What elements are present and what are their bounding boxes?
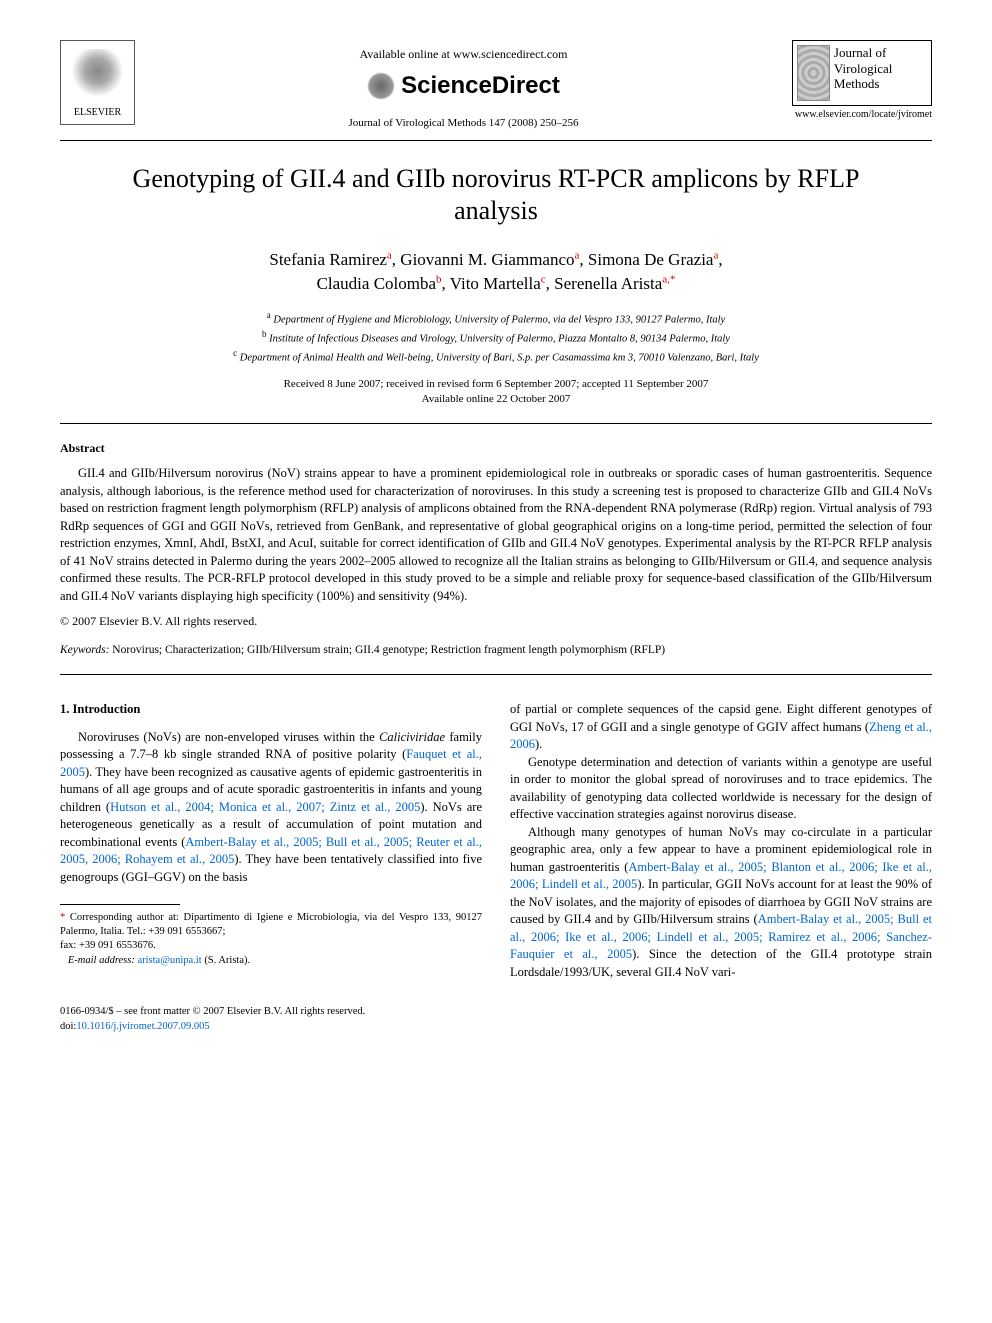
author-name: Vito Martella [450,274,541,293]
affiliation: b Institute of Infectious Diseases and V… [60,328,932,347]
author: Claudia Colombab [317,274,442,293]
abstract-heading: Abstract [60,440,932,457]
author-affil-sup: b [436,274,442,286]
author: Giovanni M. Giammancoa [400,250,579,269]
author: Serenella Aristaa,* [554,274,675,293]
doi-link[interactable]: 10.1016/j.jviromet.2007.09.005 [76,1021,209,1032]
sciencedirect-swirl-icon [367,72,395,100]
intro-paragraph: Noroviruses (NoVs) are non-enveloped vir… [60,729,482,887]
keywords-text: Norovirus; Characterization; GIIb/Hilver… [112,644,665,656]
author-affil-sup: a [575,249,580,261]
affil-sup: a [267,310,271,320]
available-online-date: Available online 22 October 2007 [60,392,932,407]
publisher-name: ELSEVIER [74,106,121,120]
rule-above-abstract [60,423,932,424]
footnote-fax: fax: +39 091 6553676. [60,940,156,951]
copyright-line: © 2007 Elsevier B.V. All rights reserved… [60,613,932,630]
header-center: Available online at www.sciencedirect.co… [135,40,792,132]
journal-cover-icon [797,45,830,101]
sciencedirect-text: ScienceDirect [401,69,560,103]
author-name: Giovanni M. Giammanco [400,250,574,269]
body-paragraph: Genotype determination and detection of … [510,754,932,824]
footnote-email-who: (S. Arista). [204,955,250,966]
body-paragraph: Although many genotypes of human NoVs ma… [510,824,932,982]
affiliation-list: a Department of Hygiene and Microbiology… [60,309,932,367]
body-columns: 1. Introduction Noroviruses (NoVs) are n… [60,701,932,981]
rule-below-keywords [60,674,932,675]
author-list: Stefania Ramirez a, Giovanni M. Giammanco… [60,248,932,297]
page-footer: 0166-0934/$ – see front matter © 2007 El… [60,1005,932,1034]
email-link[interactable]: arista@unipa.it [137,955,201,966]
affil-sup: b [262,329,267,339]
doi-label: doi: [60,1021,76,1032]
author: Stefania Ramireza [269,250,391,269]
column-right: of partial or complete sequences of the … [510,701,932,981]
author-affil-sup: a [387,249,392,261]
author-name: Stefania Ramirez [269,250,387,269]
article-title: Genotyping of GII.4 and GIIb norovirus R… [60,163,932,228]
elsevier-logo: ELSEVIER [60,40,135,125]
section-heading-intro: 1. Introduction [60,701,482,719]
affil-text: Department of Animal Health and Well-bei… [240,353,759,364]
column-left: 1. Introduction Noroviruses (NoVs) are n… [60,701,482,981]
body-paragraph: of partial or complete sequences of the … [510,701,932,754]
elsevier-tree-icon [70,49,125,104]
journal-reference: Journal of Virological Methods 147 (2008… [135,116,792,131]
journal-box-title: Journal of Virological Methods [834,45,927,101]
affil-sup: c [233,348,237,358]
article-dates: Received 8 June 2007; received in revise… [60,377,932,408]
affil-text: Department of Hygiene and Microbiology, … [273,315,725,326]
journal-box-wrap: Journal of Virological Methods www.elsev… [792,40,932,122]
author-affil-sup: c [541,274,546,286]
author-affil-sup: a, [662,274,670,286]
abstract-text: GII.4 and GIIb/Hilversum norovirus (NoV)… [60,465,932,605]
keywords-label: Keywords: [60,644,109,656]
keywords-line: Keywords: Norovirus; Characterization; G… [60,642,932,658]
doi-line: doi:10.1016/j.jviromet.2007.09.005 [60,1020,932,1035]
rule-top [60,140,932,141]
corresponding-star-icon: * [670,274,676,286]
journal-url: www.elsevier.com/locate/jviromet [792,108,932,122]
affiliation: a Department of Hygiene and Microbiology… [60,309,932,328]
author-name: Simona De Grazia [588,250,714,269]
body-text: Noroviruses (NoVs) are non-enveloped vir… [78,730,379,744]
citation-link[interactable]: Hutson et al., 2004; Monica et al., 2007… [110,800,420,814]
author: Vito Martellac [450,274,546,293]
received-dates: Received 8 June 2007; received in revise… [60,377,932,392]
affiliation: c Department of Animal Health and Well-b… [60,347,932,366]
footnote-star-icon: * [60,912,65,923]
affil-text: Institute of Infectious Diseases and Vir… [269,334,730,345]
author-affil-sup: a [713,249,718,261]
abstract-body: GII.4 and GIIb/Hilversum norovirus (NoV)… [60,466,932,603]
author: Simona De Graziaa [588,250,718,269]
sciencedirect-logo: ScienceDirect [135,69,792,103]
body-text-italic: Caliciviridae [379,730,445,744]
footnote-text: Corresponding author at: Dipartimento di… [60,912,482,937]
article-header: ELSEVIER Available online at www.science… [60,40,932,132]
available-online-text: Available online at www.sciencedirect.co… [135,46,792,63]
journal-cover-box: Journal of Virological Methods [792,40,932,106]
body-text: ). [535,737,542,751]
author-name: Serenella Arista [554,274,662,293]
front-matter-line: 0166-0934/$ – see front matter © 2007 El… [60,1005,932,1020]
footnote-email-label: E-mail address: [68,955,135,966]
corresponding-footnote: * Corresponding author at: Dipartimento … [60,911,482,968]
footnote-separator [60,904,180,905]
author-name: Claudia Colomba [317,274,436,293]
